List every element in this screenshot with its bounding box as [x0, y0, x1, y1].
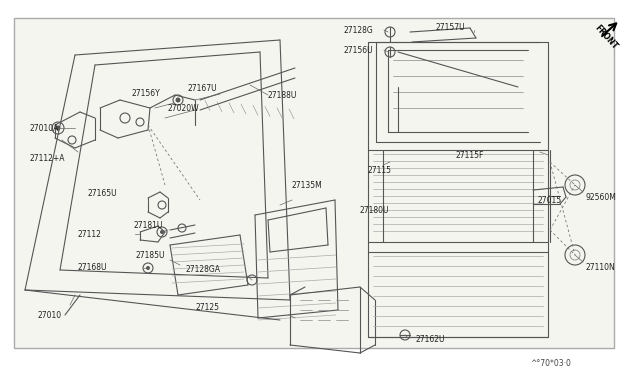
Text: 27156U: 27156U — [344, 45, 374, 55]
Text: 27010A: 27010A — [30, 124, 60, 132]
Text: 27181U: 27181U — [134, 221, 163, 230]
Text: 27162U: 27162U — [415, 336, 445, 344]
Text: 27115: 27115 — [368, 166, 392, 174]
Bar — [14, 18, 614, 348]
Circle shape — [146, 266, 150, 270]
Text: 27128GA: 27128GA — [185, 266, 220, 275]
Text: 27112+A: 27112+A — [30, 154, 65, 163]
Text: 27125: 27125 — [196, 304, 220, 312]
Text: 27157U: 27157U — [436, 22, 466, 32]
Text: 27165U: 27165U — [88, 189, 118, 198]
Text: 27156Y: 27156Y — [132, 89, 161, 97]
Text: 27110N: 27110N — [585, 263, 615, 272]
Text: 27010: 27010 — [38, 311, 62, 320]
Text: 27112: 27112 — [78, 230, 102, 238]
Text: ^°70*03·0: ^°70*03·0 — [530, 359, 571, 368]
Text: 27020W: 27020W — [168, 103, 200, 112]
Text: 27015: 27015 — [537, 196, 561, 205]
Text: 27167U: 27167U — [188, 83, 218, 93]
Text: 92560M: 92560M — [585, 192, 616, 202]
Text: 27115F: 27115F — [456, 151, 484, 160]
Circle shape — [160, 230, 164, 234]
Text: 27180U: 27180U — [360, 205, 390, 215]
Text: 27168U: 27168U — [78, 263, 108, 273]
Circle shape — [56, 125, 61, 131]
Circle shape — [175, 97, 180, 103]
Text: 27188U: 27188U — [268, 90, 298, 99]
Text: 27128G: 27128G — [344, 26, 374, 35]
Text: 27185U: 27185U — [135, 250, 164, 260]
Text: FRONT: FRONT — [593, 23, 620, 51]
Text: 27135M: 27135M — [292, 180, 323, 189]
